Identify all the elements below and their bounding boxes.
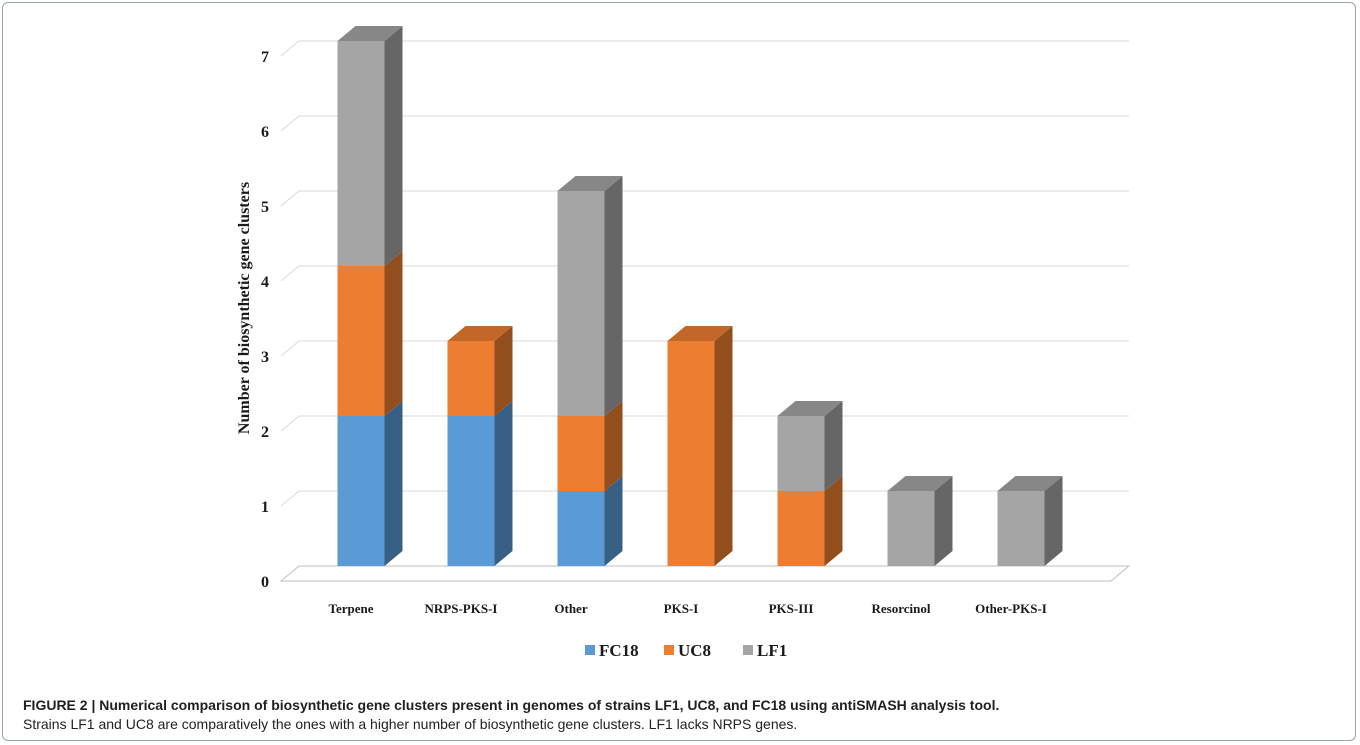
bar-nrps-pks-i-uc8 [447,341,495,416]
y-axis-title: Number of biosynthetic gene clusters [236,182,253,434]
y-tick-label: 5 [261,199,269,216]
floor-plane [279,565,1131,582]
bar-terpene-fc18 [337,416,385,566]
x-category-label: PKS-III [769,601,814,616]
stacked-bar-chart: 0 1 2 3 4 5 6 7 Terpene NRPS-PKS-I Other PKS-I PKS-… [236,26,1131,660]
y-axis-ticks: 0 1 2 3 4 5 6 7 [261,49,269,591]
bars [337,26,1063,566]
figure-caption: FIGURE 2 | Numerical comparison of biosy… [23,696,1348,734]
legend-swatch-fc18 [585,645,595,655]
bar-side-pks-iii-uc8 [824,476,843,566]
bar-side-nrps-pks-i-fc18 [494,401,513,566]
gridline-depth-3 [280,340,300,357]
x-category-label: NRPS-PKS-I [425,601,498,616]
bar-top-terpene-lf1 [337,26,403,41]
bar-other-pks-i-lf1 [997,491,1045,566]
bar-terpene-uc8 [337,266,385,416]
legend-swatch-lf1 [743,645,753,655]
x-category-label: PKS-I [664,601,699,616]
gridline-depth-1 [280,490,300,507]
x-category-label: Terpene [328,601,373,616]
bar-resorcinol-lf1 [887,491,935,566]
bar-terpene-lf1 [337,41,385,266]
bar-side-pks-i-uc8 [714,326,733,566]
gridline-depth-6 [280,115,300,132]
bar-side-terpene-lf1 [384,26,403,266]
bar-nrps-pks-i-fc18 [447,416,495,566]
x-category-label: Other [554,601,587,616]
bar-top-resorcinol-lf1 [887,476,953,491]
gridline-depth-7 [280,40,300,57]
bar-side-terpene-uc8 [384,251,403,416]
legend-label-lf1: LF1 [757,641,787,660]
bar-pks-iii-lf1 [777,416,825,491]
bar-other-fc18 [557,491,605,566]
gridline-depth-5 [280,190,300,207]
legend: FC18 UC8 LF1 [585,641,787,660]
bar-side-pks-iii-lf1 [824,401,843,491]
bar-pks-iii-uc8 [777,491,825,566]
caption-text: Strains LF1 and UC8 are comparatively th… [23,716,798,732]
y-tick-label: 4 [261,274,269,291]
bar-pks-i-uc8 [667,341,715,566]
bar-side-other-fc18 [604,476,623,566]
bar-side-other-lf1 [604,176,623,416]
y-tick-label: 1 [261,499,269,516]
bar-side-terpene-fc18 [384,401,403,566]
y-tick-label: 0 [261,574,269,591]
y-tick-label: 7 [261,49,269,66]
x-category-label: Other-PKS-I [975,601,1047,616]
gridline-depth-4 [280,265,300,282]
x-category-label: Resorcinol [872,601,931,616]
legend-swatch-uc8 [664,645,674,655]
bar-side-other-pks-i-lf1 [1044,476,1063,566]
bar-top-other-pks-i-lf1 [997,476,1063,491]
legend-label-fc18: FC18 [599,641,639,660]
bar-top-pks-i-uc8 [667,326,733,341]
x-axis-categories: Terpene NRPS-PKS-I Other PKS-I PKS-III Resorc… [328,601,1046,616]
bar-side-resorcinol-lf1 [934,476,953,566]
bar-side-nrps-pks-i-uc8 [494,326,513,416]
y-tick-label: 3 [261,349,269,366]
legend-label-uc8: UC8 [678,641,711,660]
gridline-depth-2 [280,415,300,432]
bar-side-other-uc8 [604,401,623,491]
y-tick-label: 6 [261,124,269,141]
bar-top-nrps-pks-i-uc8 [447,326,513,341]
bar-other-lf1 [557,191,605,416]
chart-floor [279,565,1131,582]
y-tick-label: 2 [261,424,269,441]
bar-top-other-lf1 [557,176,623,191]
caption-label: FIGURE 2 | Numerical comparison of biosy… [23,697,1000,713]
bar-other-uc8 [557,416,605,491]
bar-top-pks-iii-lf1 [777,401,843,416]
